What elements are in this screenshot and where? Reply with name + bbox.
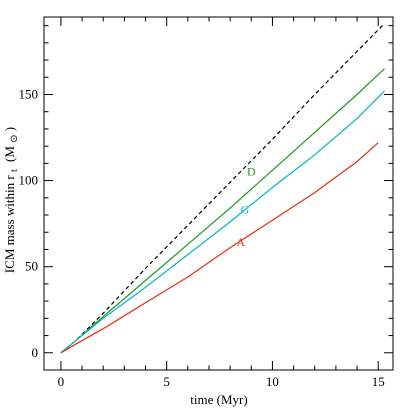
x-tick-label: 10 bbox=[266, 374, 279, 389]
series-label-a: A bbox=[236, 235, 245, 249]
series-line-a bbox=[60, 142, 379, 354]
y-axis-label-subscript: t bbox=[9, 169, 20, 172]
x-tick-label: 0 bbox=[58, 374, 65, 389]
series-line-dashed bbox=[60, 25, 383, 354]
series-line-g bbox=[60, 90, 385, 354]
y-tick-label: 150 bbox=[19, 86, 39, 101]
y-axis-label-main: ICM mass within r bbox=[2, 175, 17, 274]
y-tick-label: 50 bbox=[25, 259, 38, 274]
y-axis-label-units-sub: ⊙ bbox=[9, 134, 20, 142]
y-axis-label-units-open: (M bbox=[2, 146, 17, 162]
series-line-d bbox=[60, 68, 385, 354]
y-axis-label-units-close: ) bbox=[2, 127, 17, 131]
y-tick-label: 0 bbox=[32, 345, 39, 360]
series-label-g: G bbox=[241, 202, 250, 216]
x-tick-label: 15 bbox=[372, 374, 385, 389]
x-tick-label: 5 bbox=[163, 374, 170, 389]
y-tick-label: 100 bbox=[19, 173, 39, 188]
plot-frame bbox=[43, 16, 394, 371]
y-axis-label: ICM mass within r t (M ⊙ ) bbox=[2, 127, 20, 273]
x-axis-label: time (Myr) bbox=[190, 392, 247, 407]
series-label-d: D bbox=[247, 164, 256, 178]
